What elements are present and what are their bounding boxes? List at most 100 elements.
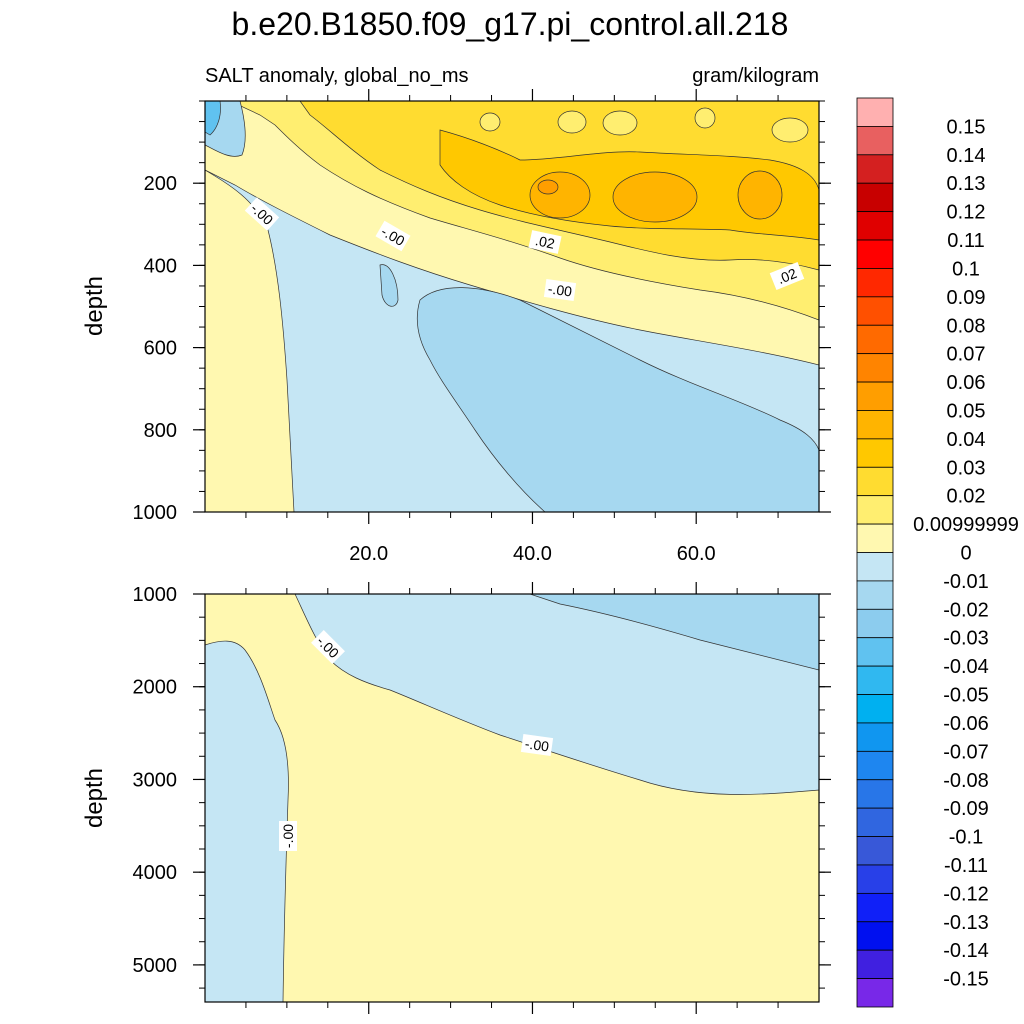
colorbar-swatch [856,665,894,695]
y-tick-label: 3000 [133,769,178,791]
upper-fill-island-1 [479,112,501,132]
upper-contour-label-3: .02 [534,232,557,252]
upper-y-axis-label: depth [81,276,108,336]
colorbar-label: -0.05 [943,685,989,707]
colorbar-label: 0.1 [952,258,980,280]
colorbar-swatch [856,694,894,724]
lower-fill-left-blue [205,640,289,1002]
colorbar-label: -0.1 [949,827,983,849]
colorbar-swatch [856,864,894,894]
colorbar-swatch [856,580,894,610]
colorbar-label: -0.11 [944,855,988,877]
colorbar-label: 0.15 [947,116,986,138]
colorbar-label: -0.07 [943,741,989,763]
colorbar-label: 0.09 [947,287,986,309]
colorbar-label: 0.11 [947,230,984,252]
colorbar-label: -0.08 [943,770,989,792]
y-tick-label: 2000 [133,677,178,699]
colorbar-swatch [856,410,894,440]
lower-contour-labels: -.00 -.00 -.00 [279,630,554,851]
upper-fill-island-4 [694,107,716,129]
colorbar-swatch [856,552,894,582]
y-tick-label: 5000 [133,955,178,977]
colorbar-swatch [856,296,894,326]
lower-contour-label-2: -.00 [524,735,550,754]
colorbar-label: -0.15 [943,969,989,991]
upper-fill-blue-islet [379,264,399,307]
colorbar-swatch [856,807,894,837]
upper-fill-blob-1 [529,171,591,219]
chart-title: b.e20.B1850.f09_g17.pi_control.all.218 [232,6,789,42]
lower-panel-frame [204,593,820,1003]
upper-panel: 200 400 600 800 1000 20.0 40.0 60.0 -.00 -.00 .… [81,89,831,565]
colorbar-label: 0 [960,543,971,565]
colorbar-label: -0.09 [943,798,989,820]
colorbar-swatch [856,353,894,383]
colorbar-swatch [856,126,894,156]
upper-fill-blob-3 [737,170,783,220]
colorbar-swatch [856,892,894,923]
upper-fill-island-3 [602,110,638,136]
x-tick-label: 20.0 [349,543,388,565]
upper-contour-label-5: .02 [775,265,799,287]
colorbar-swatch [856,211,894,241]
colorbar-label: -0.06 [943,713,989,735]
colorbar: 0.15 0.14 0.13 0.12 0.11 0.1 0.09 0.08 0.07 0.06 0… [856,97,1019,1008]
colorbar-swatch [856,268,894,298]
colorbar-label: 0.00999999 [913,514,1019,536]
lower-panel: 1000 2000 3000 4000 5000 -.00 -.00 -.00 dept… [81,582,831,1014]
colorbar-swatch [856,466,894,497]
colorbar-label: 0.04 [947,429,986,451]
colorbar-label: -0.14 [943,940,989,962]
colorbar-swatch [856,722,894,752]
subtitle-left: SALT anomaly, global_no_ms [205,65,469,87]
colorbar-swatch [856,239,894,269]
colorbar-swatch [856,779,894,809]
lower-axis-ticks: 1000 2000 3000 4000 5000 [133,582,831,1014]
colorbar-label: -0.04 [943,656,989,678]
colorbar-label: -0.01 [943,571,989,593]
y-tick-label: 400 [144,255,177,277]
colorbar-swatch [856,523,894,553]
colorbar-label: 0.06 [947,372,986,394]
colorbar-swatch [856,750,894,781]
lower-contour-label-3: -.00 [280,824,296,848]
colorbar-label: 0.12 [947,202,986,224]
upper-fill-island-2 [557,110,587,134]
upper-fill-topleft-deep [205,101,221,136]
colorbar-label: 0.08 [947,315,986,337]
upper-fill-blue-tongue [416,287,819,512]
lower-y-axis-label: depth [81,768,108,828]
colorbar-swatch [856,97,894,127]
colorbar-label: 0.14 [947,145,986,167]
colorbar-swatch [856,324,894,355]
colorbar-swatch [856,381,894,411]
y-tick-label: 600 [144,338,177,360]
colorbar-swatch [856,495,894,525]
y-tick-label: 1000 [133,502,178,524]
x-tick-label: 60.0 [677,543,716,565]
upper-contour-labels: -.00 -.00 .02 -.00 .02 [244,197,805,302]
colorbar-label: 0.05 [947,400,986,422]
colorbar-swatch [856,978,894,1008]
colorbar-swatch [856,949,894,979]
upper-fill-island-5 [771,117,809,143]
lower-fill-deep-blue [529,594,819,671]
colorbar-label: 0.07 [947,344,986,366]
y-tick-label: 200 [144,173,177,195]
upper-fill-blob-2 [612,171,698,223]
upper-fill-blob-4 [537,179,559,195]
colorbar-swatch [856,154,894,184]
upper-fill-left-yellow [205,169,295,512]
colorbar-label: -0.13 [943,912,989,934]
y-tick-label: 1000 [133,584,178,606]
colorbar-swatch [856,182,894,213]
subtitle-right: gram/kilogram [692,65,819,87]
colorbar-swatch [856,438,894,468]
colorbar-label: -0.12 [943,883,989,905]
colorbar-label: 0.13 [947,173,986,195]
colorbar-swatch [856,608,894,639]
y-tick-label: 4000 [133,862,178,884]
colorbar-swatch [856,836,894,866]
